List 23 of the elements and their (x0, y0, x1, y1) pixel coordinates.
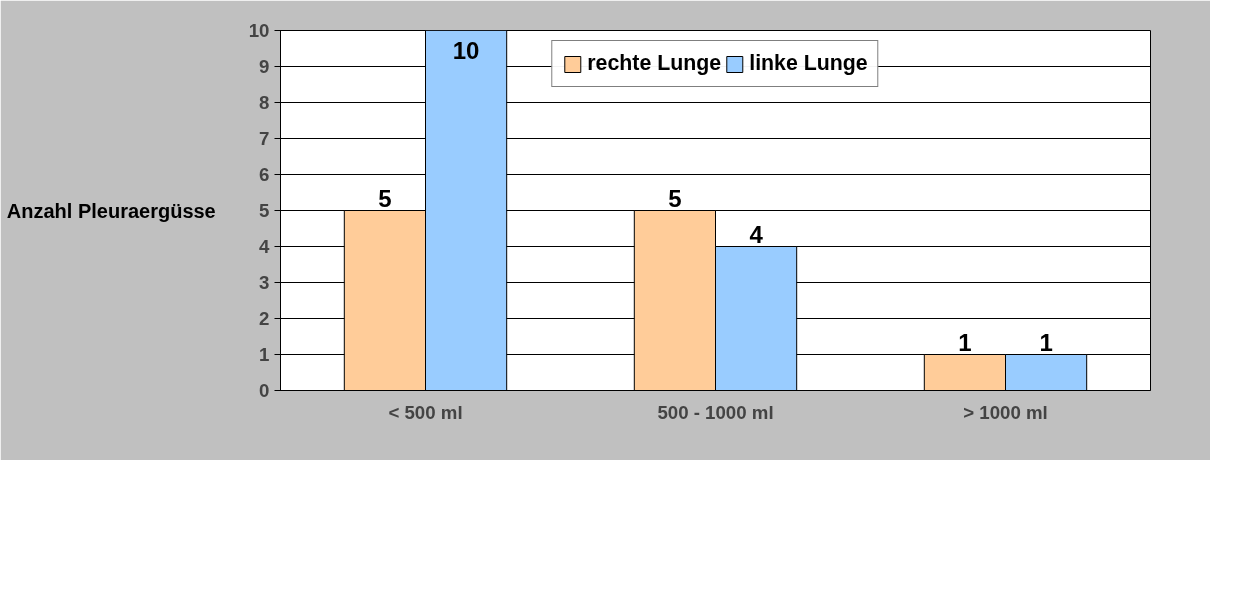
data-label: 1 (958, 328, 972, 356)
y-axis-title: Anzahl Pleuraergüsse (6, 199, 216, 222)
x-tick-label: 500 - 1000 ml (657, 401, 774, 423)
legend-label: linke Lunge (749, 51, 868, 76)
data-label: 1 (1039, 328, 1053, 356)
legend-label: rechte Lunge (587, 51, 722, 76)
y-tick-label: 10 (248, 20, 270, 41)
data-label: 5 (668, 184, 682, 212)
x-tick-label: > 1000 ml (963, 401, 1048, 423)
y-tick-label: 2 (259, 308, 270, 329)
y-tick-label: 0 (259, 380, 270, 401)
y-tick-label: 4 (259, 236, 271, 257)
y-tick-label: 1 (259, 344, 270, 365)
y-tick-label: 9 (259, 56, 270, 77)
y-tick-label: 7 (259, 128, 270, 149)
x-tick-label: < 500 ml (388, 401, 463, 423)
data-label: 10 (452, 36, 480, 64)
y-tick-label: 8 (259, 92, 270, 113)
data-label: 4 (749, 220, 764, 248)
y-tick-label: 6 (259, 164, 270, 185)
y-tick-label: 5 (259, 200, 270, 221)
data-label: 5 (378, 184, 392, 212)
y-tick-label: 3 (259, 272, 270, 293)
